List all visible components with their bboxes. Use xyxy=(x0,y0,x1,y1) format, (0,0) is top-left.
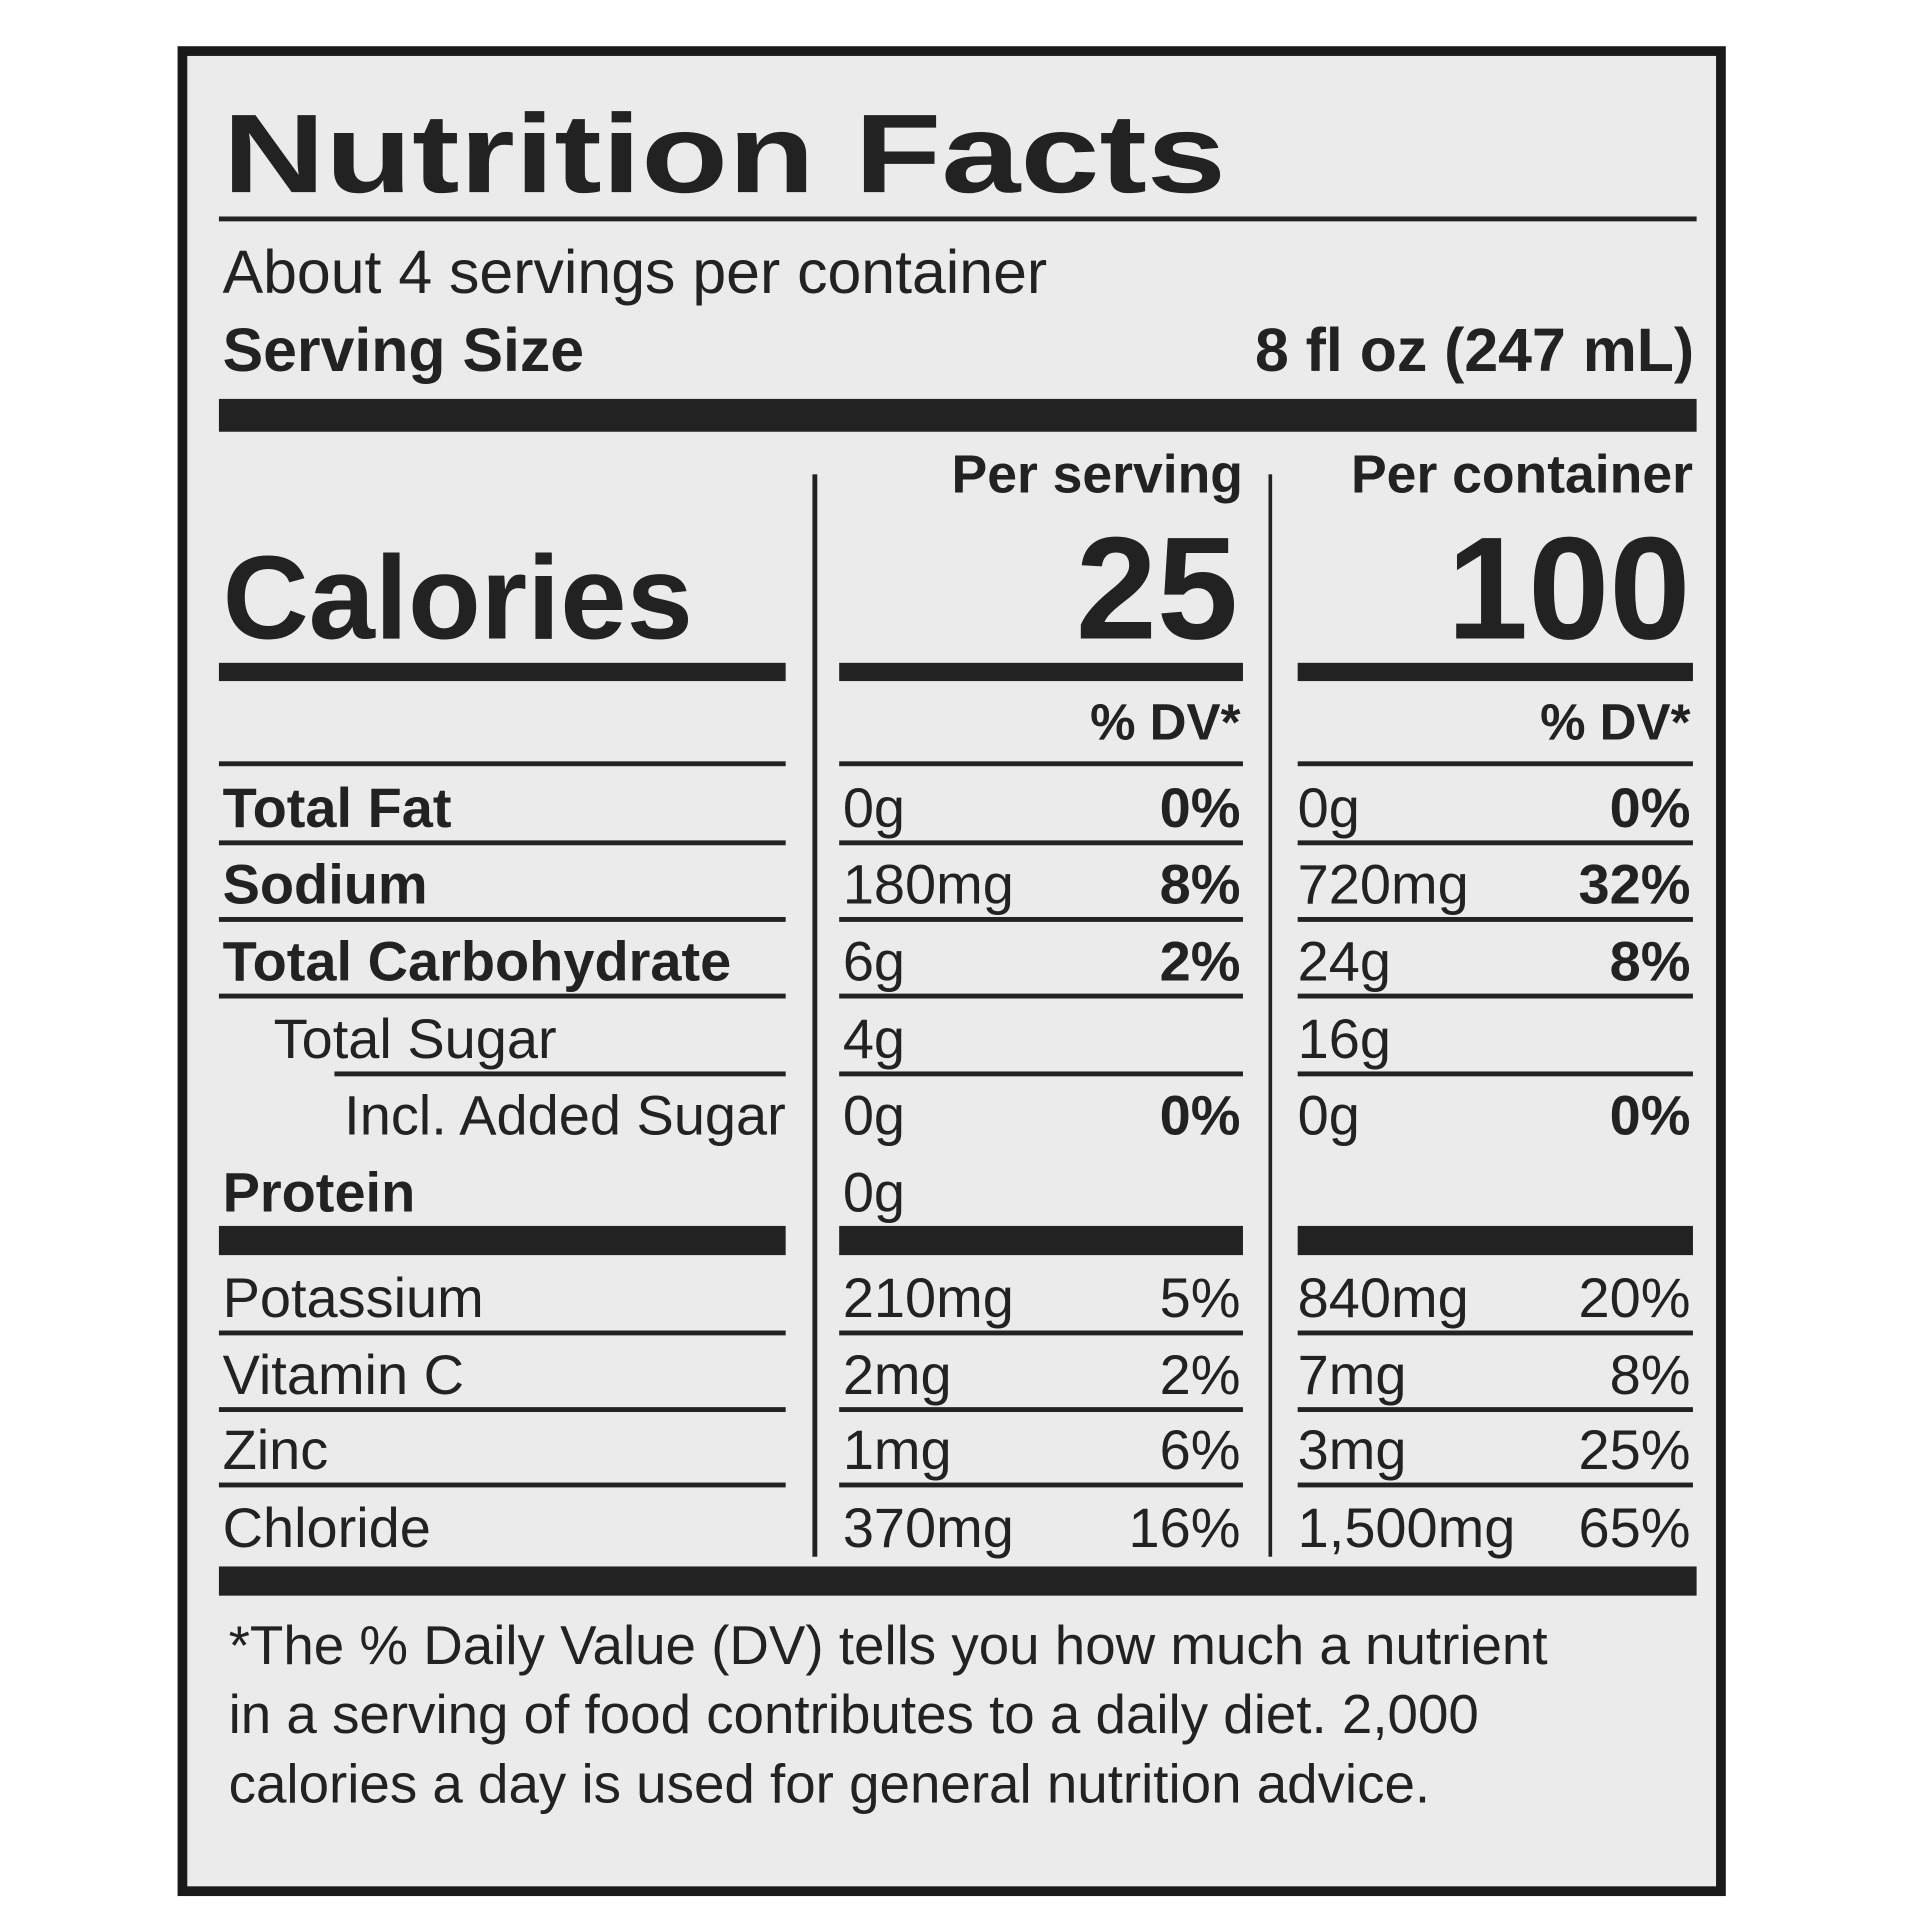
calories-value: 25 xyxy=(1076,507,1238,670)
nutrient-name: Potassium xyxy=(223,1266,484,1329)
daily-value: 8% xyxy=(1610,929,1691,992)
daily-value: 0% xyxy=(1610,776,1691,839)
rule xyxy=(839,993,1243,999)
thick-rule xyxy=(218,1225,786,1256)
rule xyxy=(1297,1482,1693,1488)
column-heading: Per container xyxy=(1351,446,1693,505)
daily-value: 8% xyxy=(1160,853,1241,916)
rule xyxy=(218,917,786,922)
rule xyxy=(334,1071,786,1077)
thick-rule xyxy=(839,662,1243,682)
nutrient-name: Sodium xyxy=(223,853,428,916)
daily-value: 0% xyxy=(1610,1084,1691,1147)
nutrient-name: Chloride xyxy=(223,1496,431,1559)
footnote: in a serving of food contributes to a da… xyxy=(229,1683,1479,1745)
amount: 0g xyxy=(843,776,905,839)
amount: 0g xyxy=(843,1160,905,1223)
amount: 840mg xyxy=(1298,1266,1469,1329)
footnote: *The % Daily Value (DV) tells you how mu… xyxy=(229,1614,1548,1676)
amount: 370mg xyxy=(843,1496,1014,1559)
daily-value: 0% xyxy=(1160,776,1241,839)
rule xyxy=(218,216,1697,222)
amount: 24g xyxy=(1298,929,1391,992)
dv-heading: % DV* xyxy=(1090,693,1241,750)
thick-rule xyxy=(1297,1225,1693,1256)
rule xyxy=(839,1482,1243,1488)
rule xyxy=(839,1330,1243,1336)
servings: About 4 servings per container xyxy=(223,238,1048,306)
thick-rule xyxy=(218,662,786,682)
thick-rule xyxy=(218,1566,1697,1596)
calories-label: Calories xyxy=(223,532,693,665)
title: Nutrition Facts xyxy=(223,91,1226,216)
daily-value: 16% xyxy=(1129,1496,1241,1559)
rule xyxy=(1297,840,1693,846)
amount: 4g xyxy=(843,1007,905,1070)
rule xyxy=(1297,917,1693,922)
rule xyxy=(839,1407,1243,1413)
amount: 720mg xyxy=(1298,853,1469,916)
amount: 3mg xyxy=(1298,1418,1407,1481)
daily-value: 8% xyxy=(1610,1343,1691,1406)
thick-rule xyxy=(839,1225,1243,1256)
nutrient-name: Total Fat xyxy=(223,776,452,839)
rule xyxy=(218,1407,786,1413)
amount: 6g xyxy=(843,929,905,992)
serving-size: 8 fl oz (247 mL) xyxy=(1255,316,1694,384)
footnote: calories a day is used for general nutri… xyxy=(229,1752,1430,1814)
column-divider xyxy=(1268,474,1273,1557)
amount: 210mg xyxy=(843,1266,1014,1329)
rule xyxy=(218,1330,786,1336)
nutrient-name: Zinc xyxy=(223,1418,329,1481)
rule xyxy=(1297,1407,1693,1413)
daily-value: 65% xyxy=(1579,1496,1691,1559)
thick-rule xyxy=(218,398,1697,432)
amount: 180mg xyxy=(843,853,1014,916)
rule xyxy=(839,840,1243,846)
amount: 0g xyxy=(1298,1084,1360,1147)
daily-value: 5% xyxy=(1160,1266,1241,1329)
rule xyxy=(1297,1071,1693,1077)
daily-value: 32% xyxy=(1579,853,1691,916)
rule xyxy=(839,917,1243,922)
amount: 0g xyxy=(843,1084,905,1147)
daily-value: 25% xyxy=(1579,1418,1691,1481)
calories-value: 100 xyxy=(1447,507,1691,670)
nutrient-name: Vitamin C xyxy=(223,1343,464,1406)
daily-value: 20% xyxy=(1579,1266,1691,1329)
rule xyxy=(218,993,786,999)
column-divider xyxy=(812,474,818,1557)
nutrient-name: Protein xyxy=(223,1160,416,1223)
nutrient-name: Incl. Added Sugar xyxy=(344,1084,786,1147)
daily-value: 2% xyxy=(1160,929,1241,992)
nutrient-name: Total Carbohydrate xyxy=(223,929,732,992)
daily-value: 2% xyxy=(1160,1343,1241,1406)
rule xyxy=(839,1071,1243,1077)
rule xyxy=(218,761,786,767)
amount: 1mg xyxy=(843,1418,952,1481)
amount: 1,500mg xyxy=(1298,1496,1516,1559)
serving-size-label: Serving Size xyxy=(223,316,585,384)
dv-heading: % DV* xyxy=(1540,693,1691,750)
rule xyxy=(1297,761,1693,767)
thick-rule xyxy=(1297,662,1693,682)
amount: 2mg xyxy=(843,1343,952,1406)
amount: 16g xyxy=(1298,1007,1391,1070)
rule xyxy=(1297,993,1693,999)
rule xyxy=(1297,1330,1693,1336)
daily-value: 6% xyxy=(1160,1418,1241,1481)
rule xyxy=(839,761,1243,767)
column-heading: Per serving xyxy=(952,446,1243,505)
rule xyxy=(218,1482,786,1488)
amount: 0g xyxy=(1298,776,1360,839)
amount: 7mg xyxy=(1298,1343,1407,1406)
nutrient-name: Total Sugar xyxy=(274,1007,557,1070)
daily-value: 0% xyxy=(1160,1084,1241,1147)
rule xyxy=(218,840,786,846)
